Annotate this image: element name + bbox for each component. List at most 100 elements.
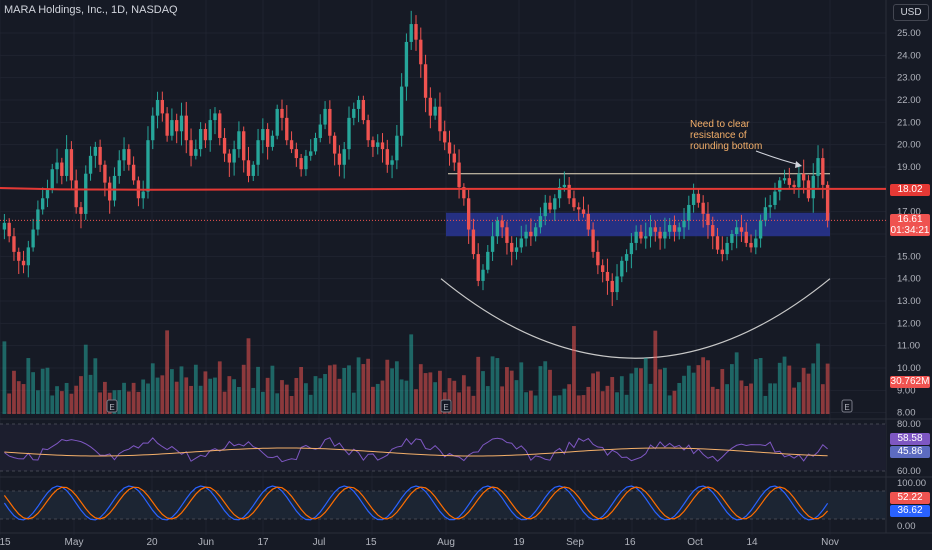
price-axis-label: 22.00 xyxy=(897,95,921,106)
volume-bar xyxy=(217,361,222,414)
price-axis-label: 13.00 xyxy=(897,296,921,307)
candle-body xyxy=(510,242,514,252)
candle-body xyxy=(404,41,409,87)
candle-body xyxy=(438,106,442,132)
rounding-bottom-arc xyxy=(440,278,831,359)
candle-body xyxy=(524,231,528,239)
candle-body xyxy=(179,115,184,132)
annotation-text: Need to clear resistance of rounding bot… xyxy=(690,119,780,152)
candle-body xyxy=(562,184,567,188)
candle-body xyxy=(390,160,394,165)
price-axis-label: 19.00 xyxy=(897,162,921,173)
candle-body xyxy=(194,149,198,156)
candle-body xyxy=(380,142,385,150)
volume-bar xyxy=(45,367,50,414)
volume-bar xyxy=(7,393,12,414)
candle-body xyxy=(457,162,461,188)
annotation-arrowhead xyxy=(795,161,802,168)
volume-bar xyxy=(792,387,796,414)
volume-bar xyxy=(193,364,198,414)
volume-bar xyxy=(174,381,179,414)
candle-body xyxy=(667,225,672,232)
candle-body xyxy=(452,153,456,163)
volume-bar xyxy=(351,392,356,414)
volume-bar xyxy=(265,377,270,414)
volume-bar xyxy=(729,364,734,414)
volume-bar xyxy=(414,389,418,414)
candle-body xyxy=(711,225,715,237)
volume-bar xyxy=(423,373,428,414)
earnings-marker xyxy=(841,399,853,413)
currency-selector[interactable]: USD xyxy=(893,4,929,21)
candle-body xyxy=(395,135,399,161)
volume-bar xyxy=(280,380,284,414)
volume-bar xyxy=(165,330,170,414)
candle-body xyxy=(337,153,342,165)
volume-bar xyxy=(816,343,820,414)
candle-body xyxy=(620,260,624,277)
candle-body xyxy=(79,207,83,214)
volume-bar xyxy=(299,367,304,414)
volume-bar xyxy=(648,383,653,414)
volume-bar xyxy=(198,385,203,414)
candle-body xyxy=(658,231,662,239)
volume-bar xyxy=(710,386,715,414)
candle-body xyxy=(146,140,150,192)
time-axis-label: 14 xyxy=(746,537,758,548)
volume-bar xyxy=(304,383,308,414)
volume-bar xyxy=(452,380,457,414)
candle-body xyxy=(754,238,758,248)
candle-body xyxy=(127,149,131,165)
volume-bar xyxy=(572,326,576,414)
candle-body xyxy=(687,204,691,221)
candle-body xyxy=(471,229,476,255)
volume-bar xyxy=(294,377,299,414)
candle-body xyxy=(189,140,193,156)
stoch-d-tag: 36.62 xyxy=(890,505,930,517)
volume-bar xyxy=(404,380,409,414)
earnings-marker-label: E xyxy=(443,403,448,412)
volume-bar xyxy=(811,363,816,414)
moving-average-line xyxy=(0,186,886,191)
candle-body xyxy=(36,209,40,230)
volume-bar xyxy=(88,374,93,414)
volume-bar xyxy=(189,385,193,414)
candle-body xyxy=(117,160,121,176)
candle-body xyxy=(490,236,495,252)
stoch-axis-label: 0.00 xyxy=(897,521,916,532)
candle-body xyxy=(567,184,571,199)
candle-body xyxy=(88,155,93,174)
candle-body xyxy=(299,158,303,170)
candle-body xyxy=(629,242,634,255)
volume-bar xyxy=(327,365,332,414)
volume-bar xyxy=(31,372,36,414)
volume-bar xyxy=(528,390,533,414)
candle-body xyxy=(773,191,777,205)
candle-body xyxy=(600,265,605,272)
candle-body xyxy=(653,227,657,232)
volume-bar xyxy=(270,365,275,414)
candle-body xyxy=(318,124,322,138)
earnings-marker-label: E xyxy=(109,403,114,412)
volume-bar xyxy=(237,387,241,414)
volume-bar xyxy=(820,384,825,414)
earnings-marker-label: E xyxy=(844,403,849,412)
candle-body xyxy=(69,149,74,181)
candle-body xyxy=(232,149,236,163)
candle-body xyxy=(328,108,332,136)
volume-bar xyxy=(356,357,361,414)
rsi-axis-label: 60.00 xyxy=(897,466,921,477)
volume-bar xyxy=(801,367,806,414)
candle-body xyxy=(175,120,179,132)
volume-bar xyxy=(256,366,260,414)
volume-bar xyxy=(184,377,189,414)
candle-body xyxy=(237,131,241,150)
candle-body xyxy=(495,220,500,237)
candle-body xyxy=(744,231,748,243)
volume-bar xyxy=(682,375,686,414)
volume-bar xyxy=(260,391,265,414)
volume-bar xyxy=(241,364,246,414)
price-axis-label: 8.00 xyxy=(897,408,916,419)
volume-bar xyxy=(284,384,289,414)
